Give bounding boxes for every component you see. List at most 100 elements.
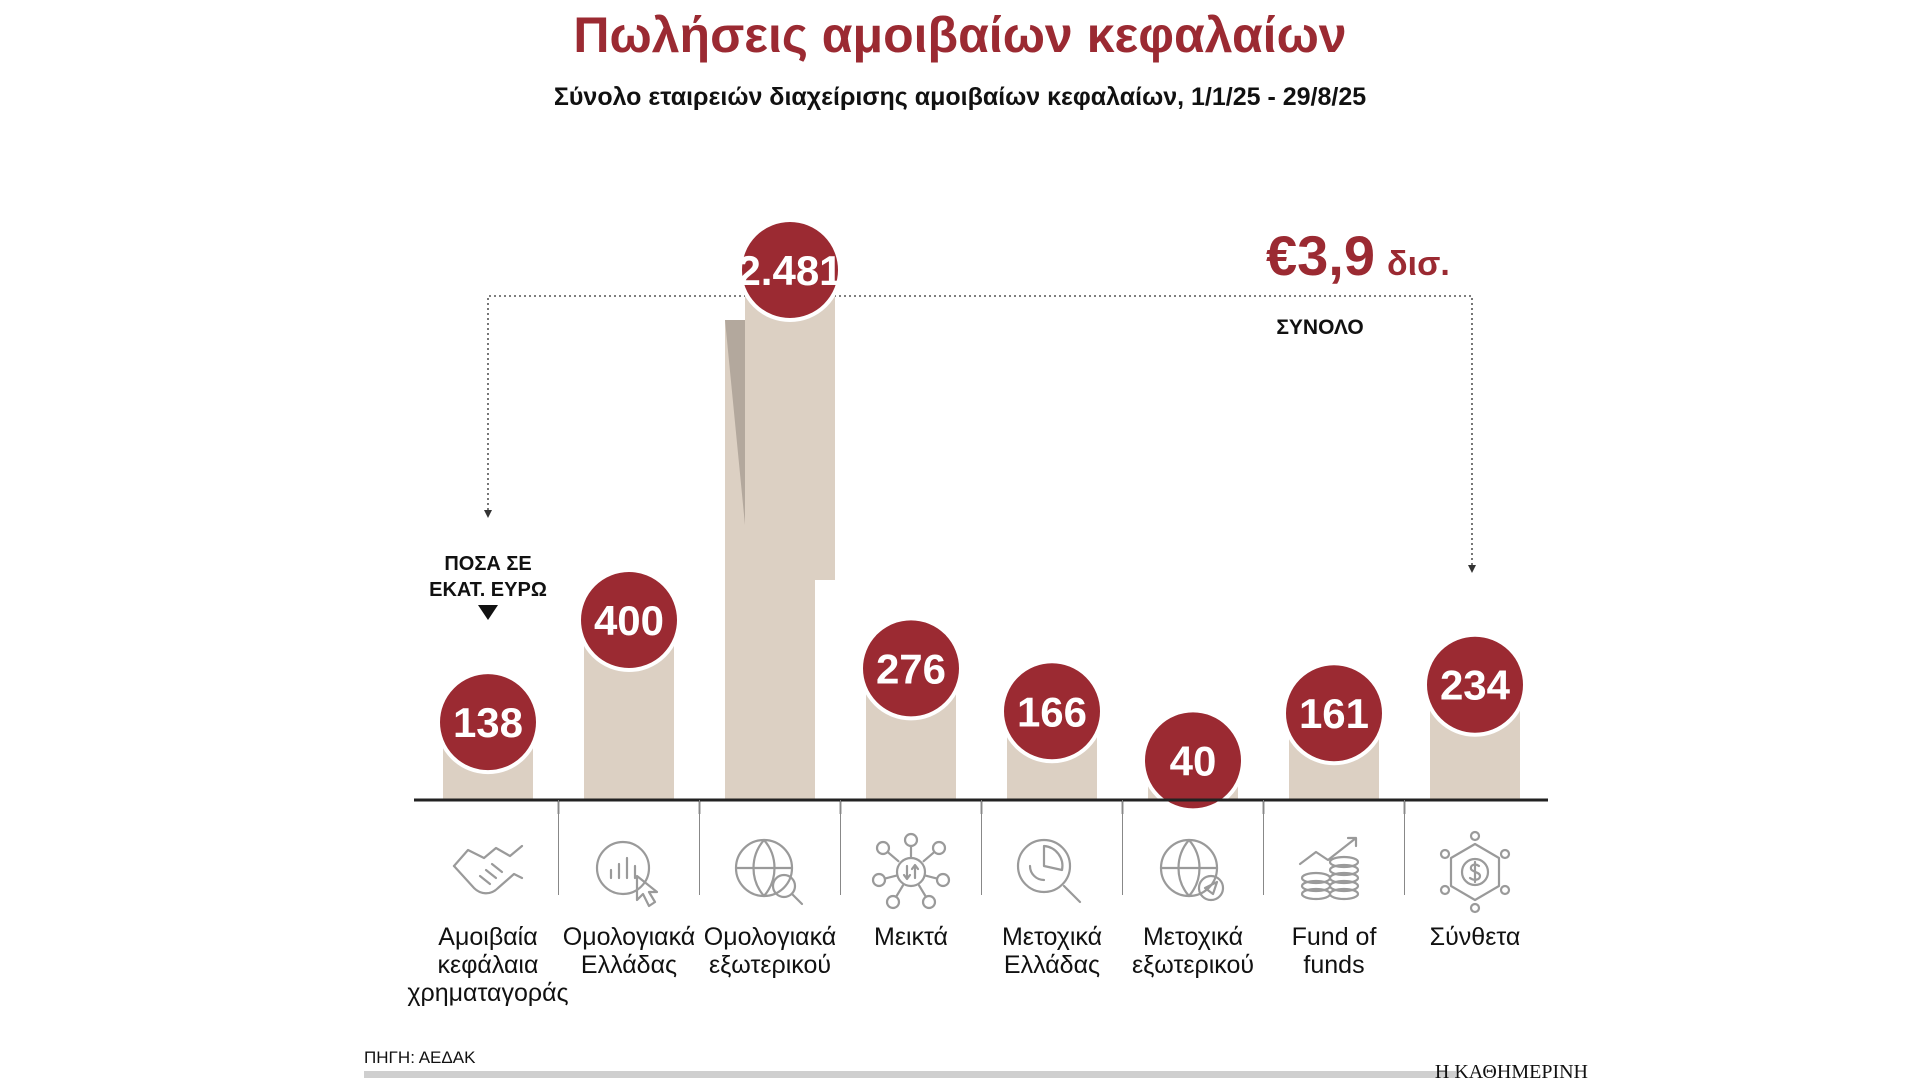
category-label: Ελλάδας (581, 951, 677, 979)
total-value: €3,9 (1266, 224, 1375, 287)
icon-stroke (918, 884, 927, 898)
icon-stroke (452, 864, 524, 895)
category-label: εξωτερικού (709, 951, 831, 979)
total-suffix: δισ. (1387, 245, 1450, 283)
icon-stroke (1197, 874, 1225, 902)
globe-send-icon (1159, 838, 1225, 902)
category-label: Ομολογιακά (704, 923, 836, 951)
value-circle (1141, 708, 1245, 813)
icon-stroke (478, 862, 504, 886)
value-circle (1282, 661, 1386, 766)
icons-layer (452, 830, 1511, 914)
brand-logo-text: Η ΚΑΘΗΜΕΡΙΝΗ (1435, 1061, 1588, 1080)
bar-group: 161 (1282, 661, 1386, 800)
value-circle (436, 670, 540, 775)
bracket-arrow-right (1468, 565, 1476, 573)
icon-stroke (1328, 855, 1360, 869)
category-label: Μετοχικά (1143, 923, 1243, 951)
icon-stroke (931, 840, 947, 856)
icon-stroke (922, 851, 935, 863)
icon-stroke (771, 873, 797, 899)
value-label: 2.481 (737, 247, 842, 294)
unit-note-line1: ΠΟΣΑ ΣΕ (444, 553, 531, 575)
category-label: Fund of (1292, 923, 1377, 951)
category-label: Ομολογιακά (563, 923, 695, 951)
category-label: Σύνθετα (1430, 923, 1521, 951)
icon-stroke (1439, 884, 1451, 896)
icon-stroke (1328, 871, 1360, 885)
icon-stroke (1439, 848, 1451, 860)
bracket-arrow-left (484, 510, 492, 518)
unit-note-arrow (478, 605, 498, 620)
handshake-icon (452, 844, 524, 895)
value-label: 138 (453, 699, 523, 746)
icon-stroke (1499, 884, 1511, 896)
icon-stroke (903, 832, 919, 848)
dollar-network-icon (1439, 830, 1511, 914)
icon-stroke (1016, 838, 1072, 894)
icon-stroke (635, 874, 659, 908)
labels-layer: ΑμοιβαίακεφάλαιαχρηματαγοράςΟμολογιακάΕλ… (407, 923, 1520, 1007)
network-arrows-icon (871, 832, 951, 910)
bar-group: 276 (859, 616, 963, 800)
value-circle (1000, 659, 1104, 764)
icon-stroke (884, 874, 898, 880)
total-label: ΣΥΝΟΛΟ (1276, 316, 1363, 339)
bar-group: 234 (1423, 632, 1527, 800)
icon-stroke (1328, 879, 1360, 893)
category-label: funds (1303, 951, 1364, 979)
unit-note-line2: ΕΚΑΤ. ΕΥΡΩ (429, 579, 547, 601)
category-label: Ελλάδας (1004, 951, 1100, 979)
icon-stroke (871, 872, 887, 888)
bar-group: 400 (577, 568, 681, 800)
category-label: Μεικτά (874, 923, 948, 951)
bar-group: 138 (436, 670, 540, 800)
icon-stroke (1469, 902, 1481, 914)
icon-stroke (1159, 838, 1219, 898)
icon-stroke (1460, 857, 1490, 887)
category-label: κεφάλαια (438, 951, 539, 979)
chart-title: Πωλήσεις αμοιβαίων κεφαλαίων (573, 7, 1346, 63)
value-label: 161 (1299, 690, 1369, 737)
icon-stroke (1449, 842, 1501, 902)
icon-stroke (921, 894, 937, 910)
value-circle (1423, 632, 1527, 737)
bars-layer: 138 400 2.481 276 166 40 161 234 (436, 218, 1527, 813)
icon-stroke (595, 840, 651, 896)
axis (414, 798, 1548, 895)
icon-stroke (1028, 864, 1046, 882)
icon-stroke (924, 874, 938, 880)
icon-stroke (895, 856, 927, 888)
source-label: ΠΗΓΗ: ΑΕΔΑΚ (364, 1048, 476, 1067)
total-annotation: €3,9 δισ. ΣΥΝΟΛΟ (484, 224, 1476, 573)
bar-group: 2.481 (725, 218, 843, 800)
category-label: εξωτερικού (1132, 951, 1254, 979)
icon-stroke (1042, 844, 1064, 872)
bar-break-shadow (725, 320, 745, 525)
icon-stroke (1468, 860, 1482, 884)
value-label: 400 (594, 597, 664, 644)
icon-stroke (887, 851, 900, 863)
pie-search-icon (1016, 838, 1082, 904)
icon-stroke (452, 844, 524, 868)
globe-search-icon (734, 838, 804, 906)
bar-group: 40 (1141, 708, 1245, 813)
value-label: 276 (876, 645, 946, 692)
value-circle (859, 616, 963, 721)
footer-rule (364, 1071, 1456, 1078)
touch-chart-icon (595, 840, 659, 908)
icon-stroke (895, 884, 904, 898)
value-label: 166 (1017, 688, 1087, 735)
icon-stroke (885, 894, 901, 910)
chart-subtitle: Σύνολο εταιρειών διαχείρισης αμοιβαίων κ… (554, 83, 1366, 111)
icon-stroke (790, 892, 804, 906)
icon-stroke (734, 838, 794, 898)
bar-group: 166 (1000, 659, 1104, 800)
icon-stroke (609, 856, 637, 880)
icon-stroke (902, 863, 920, 881)
icon-stroke (1328, 887, 1360, 901)
value-circle (738, 218, 842, 322)
category-label: Μετοχικά (1002, 923, 1102, 951)
icon-stroke (1298, 836, 1358, 866)
